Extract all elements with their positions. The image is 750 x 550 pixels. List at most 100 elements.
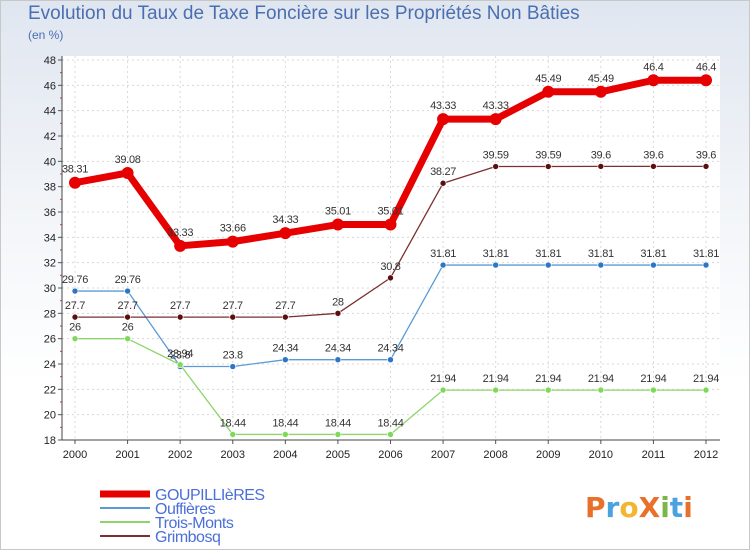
y-tick-label: 36 [44,207,56,219]
data-label: 23.94 [167,348,193,360]
data-point [226,235,239,248]
data-point [650,261,657,269]
data-point [384,218,397,231]
data-point [229,363,237,370]
data-label: 46.4 [643,61,663,73]
data-label: 18.44 [325,417,351,429]
data-point [702,163,710,170]
data-point [492,386,499,394]
data-label: 38.31 [62,164,88,176]
data-point [544,261,552,269]
data-label: 31.81 [483,248,509,260]
y-tick-label: 26 [44,334,56,346]
data-label: 39.08 [115,154,141,166]
data-label: 21.94 [693,373,719,385]
data-point [489,113,502,126]
x-tick-label: 2008 [483,449,507,461]
chart-title: Evolution du Taux de Taxe Foncière sur l… [28,3,580,24]
y-tick-label: 24 [44,359,56,371]
data-label: 21.94 [640,373,666,385]
y-axis-unit-label: (en %) [28,28,64,42]
data-point [282,313,289,321]
data-label: 39.59 [483,150,509,162]
data-point [544,163,552,170]
data-label: 21.94 [588,373,614,385]
data-point [279,227,292,240]
data-point [437,113,450,126]
y-tick-label: 20 [44,410,56,422]
data-label: 33.66 [220,223,246,235]
data-label: 45.49 [588,73,614,85]
data-label: 35.01 [377,206,403,218]
data-label: 39.6 [696,149,716,161]
data-point [387,356,394,363]
x-tick-label: 2007 [431,449,455,461]
data-label: 18.44 [272,417,298,429]
data-label: 31.81 [640,248,666,260]
y-tick-label: 46 [44,80,56,92]
data-point [124,335,131,342]
data-point [124,313,131,321]
data-label: 43.33 [483,100,509,112]
data-point [334,310,342,317]
data-point [702,386,710,394]
data-point [594,85,607,98]
legend-label: Ouffières [155,501,216,518]
data-point [334,431,342,438]
data-label: 24.34 [377,343,403,355]
data-point [597,386,605,394]
y-tick-label: 28 [44,308,56,320]
proxiti-logo: ProXiti [585,491,693,524]
data-label: 31.81 [430,248,456,260]
data-point [544,386,552,394]
data-label: 38.27 [430,166,456,178]
data-label: 35.01 [325,206,351,218]
y-tick-label: 48 [44,55,56,67]
data-label: 26 [122,322,134,334]
data-point [387,431,394,438]
data-point [71,335,79,342]
data-label: 30.8 [380,261,400,273]
data-label: 21.94 [535,373,561,385]
legend-label: GOUPILLIèRES [155,487,265,504]
data-label: 43.33 [430,100,456,112]
data-point [71,313,79,321]
data-point [174,239,187,252]
data-label: 39.59 [535,150,561,162]
data-point [650,386,657,394]
data-point [650,163,657,170]
y-tick-label: 40 [44,156,56,168]
data-label: 28 [332,296,344,308]
data-point [229,431,237,438]
data-label: 21.94 [483,373,509,385]
data-point [439,179,447,187]
x-tick-label: 2001 [115,449,139,461]
y-tick-label: 18 [44,435,56,447]
y-tick-label: 38 [44,182,56,194]
data-point [387,274,394,282]
x-tick-label: 2006 [378,449,402,461]
data-point [282,356,289,363]
y-tick-label: 34 [44,232,56,244]
data-point [69,176,81,189]
data-point [71,287,79,295]
data-point [176,361,184,369]
data-point [702,261,710,269]
data-point [331,218,344,231]
x-tick-label: 2002 [168,449,192,461]
data-label: 27.7 [170,300,190,312]
y-tick-label: 44 [44,106,56,118]
data-label: 29.76 [62,274,88,286]
data-label: 24.34 [272,343,298,355]
y-tick-label: 42 [44,131,56,143]
data-label: 31.81 [693,248,719,260]
data-point [492,261,499,269]
data-label: 31.81 [535,248,561,260]
data-point [334,356,342,363]
data-label: 23.8 [223,350,243,362]
data-label: 34.33 [272,214,298,226]
x-tick-label: 2012 [694,449,718,461]
data-point [597,163,605,170]
data-label: 46.4 [696,61,716,73]
